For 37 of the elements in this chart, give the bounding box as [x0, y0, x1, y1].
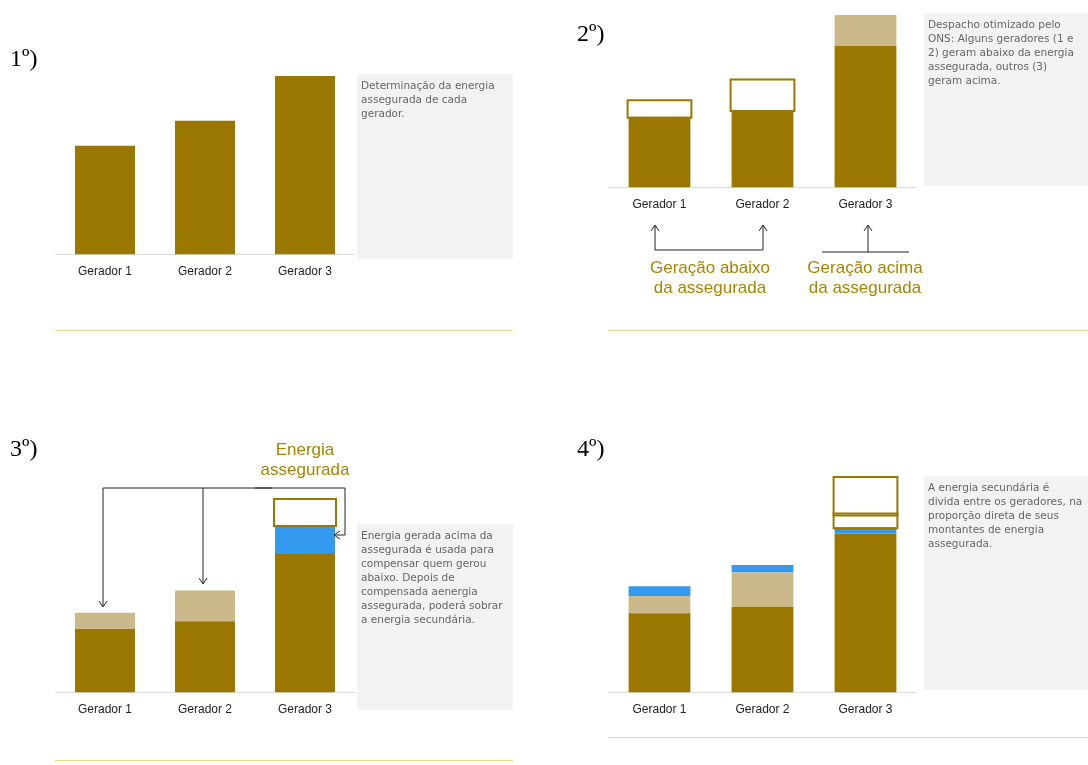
text: Despacho otimizado pelo ONS: Alguns geradores (1 e 2) geram abaixo da energia assegurada, outros (3) geram acima. [924, 13, 1088, 186]
bar [628, 586, 691, 597]
text: Determinação da energia assegurada de cada gerador. [357, 74, 513, 259]
chart-title: 3º) [10, 435, 38, 462]
bar [834, 533, 897, 693]
x-tick-label: Gerador 1 [632, 197, 687, 212]
chart-title: 1º) [10, 45, 38, 72]
chart-title: 4º) [577, 435, 605, 462]
bar [275, 553, 335, 693]
x-tick-label: Gerador 1 [77, 702, 133, 717]
bar [175, 621, 235, 693]
x-tick-label: Gerador 3 [277, 264, 333, 279]
x-tick-label: Gerador 3 [277, 702, 333, 717]
bar [731, 572, 794, 607]
x-tick-label: Gerador 2 [735, 197, 790, 212]
bar [834, 15, 897, 47]
text: Geração acima da assegurada [806, 258, 924, 298]
x-tick-label: Gerador 2 [735, 702, 790, 717]
x-tick-label: Gerador 1 [77, 264, 133, 279]
bar [275, 525, 335, 554]
text: Geração abaixo da assegurada [649, 258, 771, 298]
chart-title: 2º) [577, 20, 605, 47]
x-tick-label: Gerador 1 [632, 702, 687, 717]
text: Energia gerada acima da assegurada é usada para compensar quem gerou abaixo. Depois de compensada aenergia assegurada, poderá sobrar a energia secundária. [357, 524, 513, 710]
x-tick-label: Gerador 2 [177, 702, 233, 717]
bar [75, 612, 135, 630]
bar [834, 46, 897, 188]
text: A energia secundária é divida entre os geradores, na proporção direta de seus montantes de energia assegurada. [924, 476, 1088, 690]
bar [75, 629, 135, 693]
bar [731, 606, 794, 693]
bar [628, 613, 691, 693]
x-tick-label: Gerador 3 [838, 197, 893, 212]
x-tick-label: Gerador 2 [177, 264, 233, 279]
bar [628, 596, 691, 614]
bar [731, 564, 794, 573]
text: Energia assegurada [259, 440, 351, 480]
x-tick-label: Gerador 3 [838, 702, 893, 717]
